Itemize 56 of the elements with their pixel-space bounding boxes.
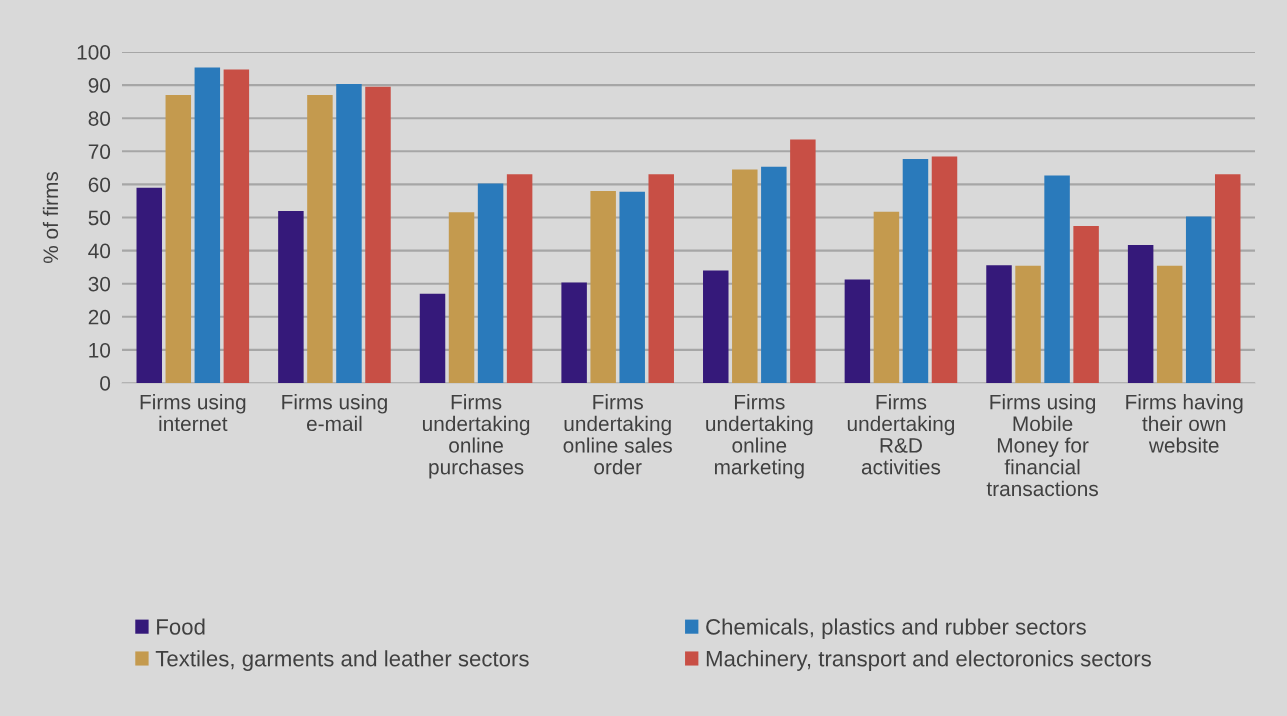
bar [873,211,900,383]
bar [844,279,871,383]
y-tick-label: 60 [88,177,111,193]
x-tick-label: Firms undertaking online sales order [563,394,672,475]
x-tick-label: Firms undertaking online purchases [422,394,530,479]
bar [1015,265,1041,383]
bar [1156,265,1183,383]
x-tick-label: Firms using internet [140,394,246,432]
bar [1073,226,1099,383]
y-tick-label: 30 [88,276,111,292]
bar [619,191,645,383]
y-tick-label: 80 [88,111,111,126]
y-tick-label: 90 [88,78,111,93]
y-tick-label: 0 [100,376,111,391]
bar [223,69,250,383]
legend-label: Textiles, garments and leather sectors [155,650,529,671]
bar [448,212,475,383]
bar [761,166,787,383]
bar [336,84,362,383]
bar [1185,216,1212,383]
legend-label: Machinery, transport and electoronics sectors [706,650,1151,671]
bar [902,158,929,383]
bar [790,139,816,383]
y-tick-label: 10 [89,342,111,358]
y-tick-label: 40 [88,243,111,259]
bar [136,187,163,383]
legend-label: Food [157,618,205,635]
bar [732,169,758,383]
bar [561,282,587,383]
bar [194,67,221,383]
bar [1127,244,1154,383]
bar [307,95,333,383]
bar [165,95,192,383]
bar [419,293,446,383]
y-axis-title: % of firms [42,171,59,264]
x-tick-label: Firms undertaking online marketing [706,394,813,479]
legend-label: Chemicals, plastics and rubber sectors [706,618,1086,640]
bar [365,86,391,383]
x-tick-label: Firms undertaking R&D activities [847,394,955,475]
bar [278,210,304,383]
bar [931,156,958,383]
y-tick-label: 70 [88,144,111,160]
bar [506,174,533,383]
bar [648,174,674,383]
y-tick-label: 100 [77,45,111,60]
x-tick-label: Firms having their own website [1126,394,1243,453]
y-tick-label: 50 [88,210,111,226]
bar [477,183,504,383]
bar [590,191,616,383]
y-tick-label: 20 [88,309,111,325]
bar [703,270,729,383]
bar [986,265,1012,383]
x-tick-label: Firms using Mobile Money for financial transactions [986,394,1098,497]
bar [1214,174,1241,383]
x-tick-label: Firms using e-mail [282,394,387,432]
bar [1044,175,1070,383]
